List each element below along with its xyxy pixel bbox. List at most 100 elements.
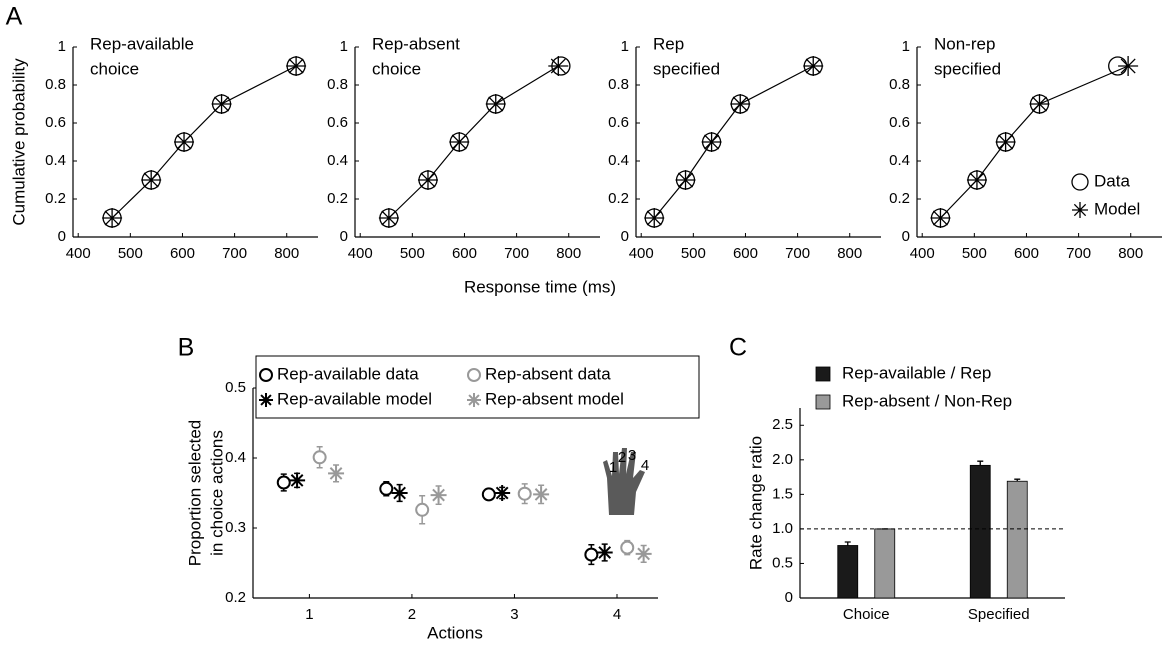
y-tick-label: 0 — [902, 228, 910, 245]
marker-circle — [481, 487, 496, 502]
y-tick-label: 0.5 — [772, 554, 793, 571]
marker-star — [1118, 56, 1139, 76]
y-tick-label: 0.4 — [327, 152, 348, 169]
y-tick-label: 0.2 — [327, 190, 348, 207]
legend-swatch — [815, 394, 831, 410]
x-tick-label: 700 — [504, 245, 529, 262]
chart-title: Non-rep — [934, 34, 995, 53]
chart-title: Rep-absent — [372, 34, 460, 53]
y-tick-label: 0.2 — [608, 190, 629, 207]
panel-label: A — [6, 3, 23, 31]
x-tick-label: 500 — [118, 245, 143, 262]
y-tick-label: 0.4 — [45, 152, 66, 169]
y-tick-label: 1 — [58, 38, 66, 55]
y-tick-label: 0.4 — [225, 449, 246, 466]
chart-title: specified — [934, 59, 1001, 78]
x-tick-label: 3 — [510, 606, 518, 623]
legend-label: Rep-absent / Non-Rep — [842, 391, 1012, 410]
y-tick-label: 1 — [621, 38, 629, 55]
y-tick-label: 0.5 — [225, 379, 246, 396]
marker-star — [730, 94, 751, 114]
bar — [1006, 480, 1028, 599]
y-tick-label: 1.0 — [772, 520, 793, 537]
x-tick-label: 400 — [348, 245, 373, 262]
finger-label: 4 — [641, 457, 649, 474]
legend-label: Rep-available model — [277, 389, 432, 408]
x-tick-label: 500 — [400, 245, 425, 262]
x-tick-label: 400 — [629, 245, 654, 262]
marker-star — [675, 170, 696, 190]
marker-star — [286, 56, 307, 76]
legend-box — [255, 355, 700, 419]
y-tick-label: 1.5 — [772, 485, 793, 502]
marker-star — [449, 132, 470, 152]
marker-star — [701, 132, 722, 152]
marker-star — [533, 486, 550, 503]
y-tick-label: 0.4 — [889, 152, 910, 169]
marker-star — [635, 545, 652, 562]
y-tick-label: 0.2 — [45, 190, 66, 207]
y-tick-label: 0 — [785, 589, 793, 606]
finger-label: 3 — [628, 447, 636, 464]
y-tick-label: 0.6 — [45, 114, 66, 131]
x-tick-label: 4 — [613, 606, 621, 623]
error-bar — [977, 460, 984, 466]
x-tick-label: 800 — [1118, 245, 1143, 262]
series-line — [653, 65, 814, 219]
series-line — [388, 65, 559, 219]
marker-star — [102, 208, 123, 228]
x-tick-label: 600 — [1014, 245, 1039, 262]
error-bar — [844, 541, 851, 546]
x-tick-label: 800 — [556, 245, 581, 262]
marker-circle — [379, 481, 394, 496]
x-tick-label: 700 — [785, 245, 810, 262]
y-tick-label: 0 — [340, 228, 348, 245]
chart-title: Rep-available — [90, 34, 194, 53]
marker-circle — [517, 486, 532, 501]
marker-star — [548, 56, 569, 76]
legend-swatch — [815, 366, 831, 382]
bar — [874, 528, 896, 599]
marker-circle — [415, 502, 430, 517]
marker-star — [596, 544, 613, 561]
marker-star — [391, 485, 408, 501]
marker-circle — [620, 540, 635, 555]
marker-star — [644, 208, 665, 228]
y-tick-label: 0.8 — [608, 76, 629, 93]
bar — [969, 464, 991, 599]
x-axis-label: Response time (ms) — [464, 277, 616, 296]
legend-label: Rep-absent model — [485, 389, 624, 408]
y-tick-label: 0.2 — [225, 589, 246, 606]
marker-star — [494, 485, 511, 501]
marker-star — [141, 170, 162, 190]
marker-star — [211, 94, 232, 114]
y-tick-label: 0.6 — [608, 114, 629, 131]
chart-title: specified — [653, 59, 720, 78]
marker-star — [328, 465, 345, 482]
x-tick-label: 1 — [305, 606, 313, 623]
x-tick-label: 700 — [222, 245, 247, 262]
x-tick-label: 600 — [452, 245, 477, 262]
y-tick-label: 0.8 — [327, 76, 348, 93]
legend-label: Rep-absent data — [485, 364, 611, 383]
legend-marker — [467, 393, 481, 407]
finger-label: 1 — [609, 459, 617, 476]
y-axis-label: Rate change ratio — [746, 436, 765, 570]
hand-icon — [603, 448, 645, 515]
x-tick-label: 500 — [681, 245, 706, 262]
x-tick-label: 700 — [1066, 245, 1091, 262]
y-axis-label: in choice actions — [207, 430, 226, 556]
legend-marker — [467, 368, 481, 382]
chart-title: choice — [372, 59, 421, 78]
marker-circle — [312, 450, 327, 465]
x-tick-label: 400 — [66, 245, 91, 262]
x-tick-label: 500 — [962, 245, 987, 262]
x-tick-label: 600 — [733, 245, 758, 262]
marker-star — [417, 170, 438, 190]
legend-marker — [259, 368, 273, 382]
chart-title: choice — [90, 59, 139, 78]
x-tick-label: 2 — [408, 606, 416, 623]
y-tick-label: 2.5 — [772, 416, 793, 433]
x-tick-label: Choice — [843, 606, 890, 623]
